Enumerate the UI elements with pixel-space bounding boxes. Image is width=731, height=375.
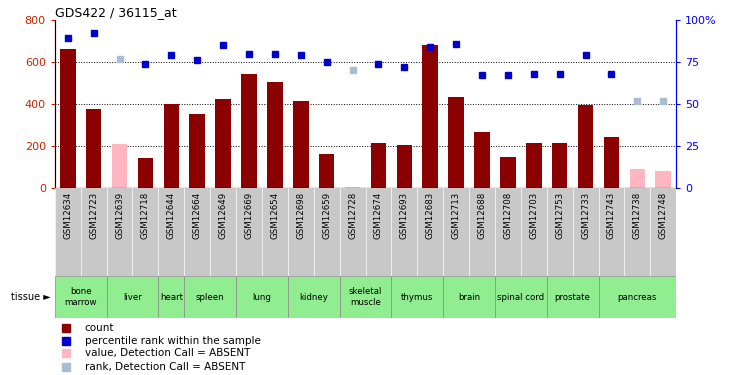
Text: GSM12723: GSM12723	[89, 192, 98, 239]
Bar	[604, 136, 619, 188]
Text: GSM12753: GSM12753	[555, 192, 564, 239]
Text: lung: lung	[252, 292, 271, 302]
Text: GSM12728: GSM12728	[348, 192, 357, 239]
Text: GSM12733: GSM12733	[581, 192, 590, 239]
Bar	[189, 114, 205, 188]
Text: liver: liver	[123, 292, 142, 302]
Text: count: count	[85, 323, 114, 333]
Text: GSM12708: GSM12708	[504, 192, 512, 239]
Text: GSM12669: GSM12669	[244, 192, 254, 238]
Text: GSM12718: GSM12718	[141, 192, 150, 239]
Bar	[599, 276, 676, 318]
Bar	[500, 156, 515, 188]
Text: GSM12683: GSM12683	[425, 192, 435, 239]
Text: bone
marrow: bone marrow	[64, 287, 97, 307]
Text: GSM12743: GSM12743	[607, 192, 616, 239]
Text: kidney: kidney	[299, 292, 328, 302]
Text: GSM12703: GSM12703	[529, 192, 538, 239]
Bar	[184, 276, 236, 318]
Text: GSM12654: GSM12654	[270, 192, 279, 239]
Bar	[371, 143, 386, 188]
Text: GSM12738: GSM12738	[633, 192, 642, 239]
Text: prostate: prostate	[555, 292, 591, 302]
Text: spinal cord: spinal cord	[497, 292, 545, 302]
Bar	[137, 158, 154, 188]
Bar	[216, 99, 231, 188]
Text: percentile rank within the sample: percentile rank within the sample	[85, 336, 260, 346]
Bar	[319, 154, 334, 188]
Bar	[423, 45, 438, 188]
Bar	[55, 276, 107, 318]
Text: skeletal
muscle: skeletal muscle	[349, 287, 382, 307]
Text: GSM12649: GSM12649	[219, 192, 227, 238]
Text: GSM12713: GSM12713	[452, 192, 461, 239]
Bar	[107, 276, 159, 318]
Bar	[474, 132, 490, 188]
Bar	[629, 169, 645, 188]
Text: GSM12664: GSM12664	[193, 192, 202, 239]
Bar	[340, 276, 391, 318]
Text: rank, Detection Call = ABSENT: rank, Detection Call = ABSENT	[85, 362, 245, 372]
Bar	[86, 109, 102, 188]
Text: tissue ►: tissue ►	[12, 292, 51, 302]
Bar	[288, 276, 340, 318]
Bar	[293, 101, 308, 188]
Text: GSM12639: GSM12639	[115, 192, 124, 238]
Bar	[391, 276, 443, 318]
Bar	[164, 104, 179, 188]
Bar	[547, 276, 599, 318]
Text: value, Detection Call = ABSENT: value, Detection Call = ABSENT	[85, 348, 250, 358]
Text: GSM12688: GSM12688	[477, 192, 487, 239]
Bar	[60, 50, 75, 188]
Bar	[656, 171, 671, 188]
Bar	[396, 145, 412, 188]
Text: GSM12698: GSM12698	[296, 192, 306, 238]
Text: GSM12644: GSM12644	[167, 192, 176, 239]
Bar	[526, 143, 542, 188]
Bar	[159, 276, 184, 318]
Text: GDS422 / 36115_at: GDS422 / 36115_at	[55, 6, 176, 19]
Bar	[577, 105, 594, 188]
Text: GSM12748: GSM12748	[659, 192, 667, 239]
Bar	[267, 82, 283, 188]
Text: brain: brain	[458, 292, 480, 302]
Bar	[448, 97, 464, 188]
Bar	[552, 143, 567, 188]
Text: pancreas: pancreas	[618, 292, 657, 302]
Text: thymus: thymus	[401, 292, 433, 302]
Text: spleen: spleen	[196, 292, 224, 302]
Text: GSM12674: GSM12674	[374, 192, 383, 239]
Bar	[241, 74, 257, 188]
Bar	[345, 187, 360, 188]
Bar	[236, 276, 288, 318]
Bar	[112, 144, 127, 188]
Text: GSM12693: GSM12693	[400, 192, 409, 238]
Text: heart: heart	[160, 292, 183, 302]
Text: GSM12659: GSM12659	[322, 192, 331, 238]
Text: GSM12634: GSM12634	[64, 192, 72, 239]
Bar	[495, 276, 547, 318]
Bar	[443, 276, 495, 318]
